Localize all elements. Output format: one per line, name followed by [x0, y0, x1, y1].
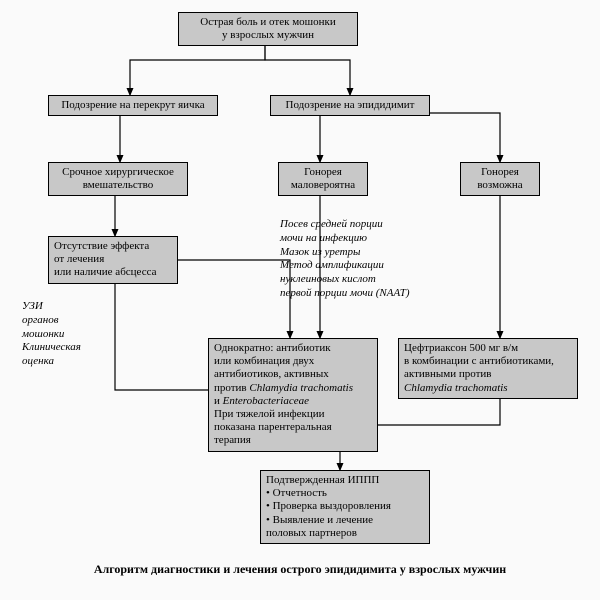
node-gon_low: Гонореямаловероятна: [278, 162, 368, 196]
edge-0: [130, 42, 265, 95]
node-antibiotic: Однократно: антибиотикили комбинация дву…: [208, 338, 378, 452]
node-gon_pos: Гонореявозможна: [460, 162, 540, 196]
edge-11: [115, 278, 208, 390]
edge-6: [178, 260, 290, 338]
caption: Алгоритм диагностики и лечения острого э…: [0, 562, 600, 577]
node-no_effect: Отсутствие эффектаот леченияили наличие …: [48, 236, 178, 284]
node-ippp: Подтвержденная ИППП• Отчетность• Проверк…: [260, 470, 430, 544]
node-epidid: Подозрение на эпидидимит: [270, 95, 430, 116]
edge-4: [380, 113, 500, 162]
node-surgery: Срочное хирургическоевмешательство: [48, 162, 188, 196]
node-root: Острая боль и отек мошонкиу взрослых муж…: [178, 12, 358, 46]
edge-9: [378, 396, 500, 425]
node-torsion: Подозрение на перекрут яичка: [48, 95, 218, 116]
node-ceftri: Цефтриаксон 500 мг в/мв комбинации с ант…: [398, 338, 578, 399]
note-uzi: УЗИоргановмошонкиКлиническаяоценка: [22, 300, 112, 369]
note-tests: Посев средней порциимочи на инфекциюМазо…: [280, 218, 480, 301]
edge-1: [265, 42, 350, 95]
